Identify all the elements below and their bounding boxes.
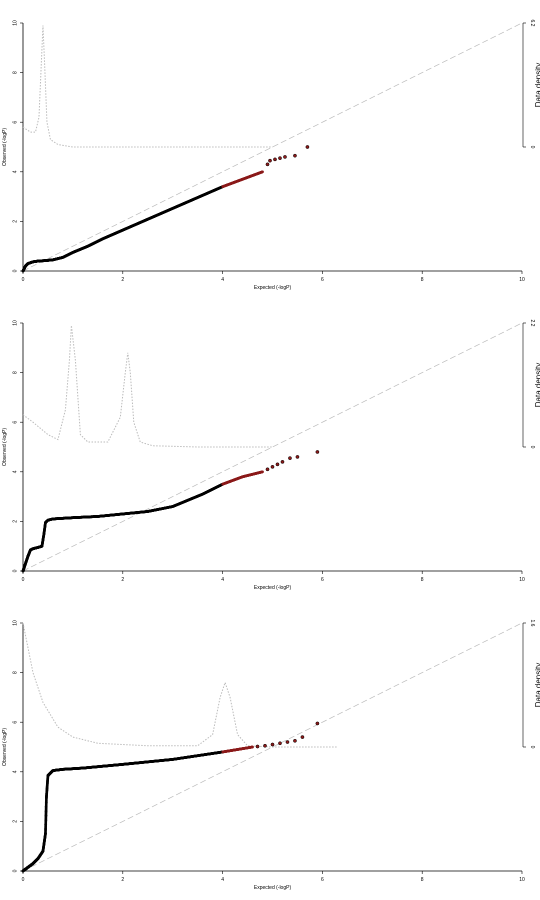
y-tick-label: 6 [13, 721, 19, 724]
y-axis-label: Observed (-logP) [2, 428, 8, 466]
qq-panel-3: 0 2 4 6 8 10 0 2 4 6 8 10 Expected (-logP) Observed (… [2, 620, 540, 891]
qq-panel-1: 0 2 4 6 8 10 0 2 4 6 8 10 Expected (-logP) Observed (… [2, 20, 540, 291]
x-tick-label: 0 [22, 877, 25, 883]
density-curve [22, 25, 273, 148]
tail-point [265, 162, 270, 167]
y-tick-label: 4 [13, 770, 19, 773]
x-tick-label: 8 [421, 277, 424, 283]
density-curve [22, 325, 273, 448]
x-tick-label: 0 [22, 277, 25, 283]
density-tick-label: 6.2 [529, 20, 535, 27]
density-axis-label: Data density [534, 63, 540, 107]
y-tick-label: 2 [13, 520, 19, 523]
y-tick-label: 4 [13, 170, 19, 173]
x-tick-label: 6 [321, 877, 324, 883]
y-tick-label: 8 [13, 71, 19, 74]
density-tick-label: 0 [529, 146, 535, 149]
x-axis-label: Expected (-logP) [254, 585, 292, 591]
data-point [261, 170, 264, 174]
tail-point [305, 145, 310, 149]
tail-point [295, 455, 300, 459]
qq-panel-2: 0 2 4 6 8 10 0 2 4 6 8 10 Expected (-logP) Observed (… [2, 320, 540, 591]
density-axis-label: Data density [534, 663, 540, 707]
y-axis-label: Observed (-logP) [2, 728, 8, 766]
data-point [46, 774, 50, 777]
data-point [29, 548, 32, 552]
x-tick-label: 10 [519, 877, 525, 883]
x-tick-label: 10 [519, 277, 525, 283]
y-tick-label: 8 [13, 671, 19, 674]
x-axis-label: Expected (-logP) [254, 885, 292, 891]
density-axis-label: Data density [534, 363, 540, 407]
tail-point [283, 155, 287, 159]
y-tick-label: 6 [13, 421, 19, 424]
x-tick-label: 6 [321, 577, 324, 583]
y-tick-label: 10 [13, 20, 19, 26]
tail-point [278, 156, 282, 161]
density-tick-label: 1.6 [529, 620, 535, 627]
x-tick-label: 8 [421, 877, 424, 883]
tail-point [280, 460, 285, 464]
tail-point [293, 738, 297, 743]
x-tick-label: 10 [519, 577, 525, 583]
reference-line [22, 622, 523, 872]
tail-point [265, 467, 270, 472]
density-tick-label: 0 [529, 446, 535, 449]
density-curve [22, 622, 338, 748]
density-tick-label: 0 [529, 746, 535, 749]
x-tick-label: 4 [221, 577, 224, 583]
y-tick-label: 0 [13, 569, 19, 572]
tail-point [293, 153, 297, 158]
tail-point [315, 721, 320, 726]
tail-point [270, 742, 275, 747]
tail-point [270, 464, 275, 469]
x-tick-label: 2 [121, 577, 124, 583]
data-point [44, 521, 47, 524]
tail-point [300, 735, 305, 739]
tail-point [268, 158, 272, 163]
x-tick-label: 4 [221, 277, 224, 283]
tail-point [275, 462, 280, 467]
reference-line [22, 322, 523, 572]
tail-point [278, 741, 282, 746]
tail-point [288, 456, 292, 461]
y-axis-label: Observed (-logP) [2, 128, 8, 166]
y-tick-label: 6 [13, 121, 19, 124]
tail-point [285, 740, 290, 744]
x-axis-label: Expected (-logP) [254, 285, 292, 291]
tail-point [315, 450, 320, 454]
x-tick-label: 2 [121, 877, 124, 883]
data-point [251, 745, 254, 749]
x-tick-label: 6 [321, 277, 324, 283]
y-tick-label: 8 [13, 371, 19, 374]
y-tick-label: 0 [13, 869, 19, 872]
y-tick-label: 4 [13, 470, 19, 473]
x-tick-label: 4 [221, 877, 224, 883]
tail-point [273, 157, 277, 162]
x-tick-label: 2 [121, 277, 124, 283]
x-tick-label: 0 [22, 577, 25, 583]
x-tick-label: 8 [421, 577, 424, 583]
data-point [261, 470, 264, 474]
y-tick-label: 0 [13, 269, 19, 272]
y-tick-label: 10 [13, 620, 19, 626]
y-tick-label: 2 [13, 220, 19, 223]
y-tick-label: 2 [13, 820, 19, 823]
tail-point [255, 744, 260, 749]
density-tick-label: 2.2 [529, 320, 535, 327]
y-tick-label: 10 [13, 320, 19, 326]
tail-point [263, 743, 267, 748]
reference-line [22, 22, 523, 272]
